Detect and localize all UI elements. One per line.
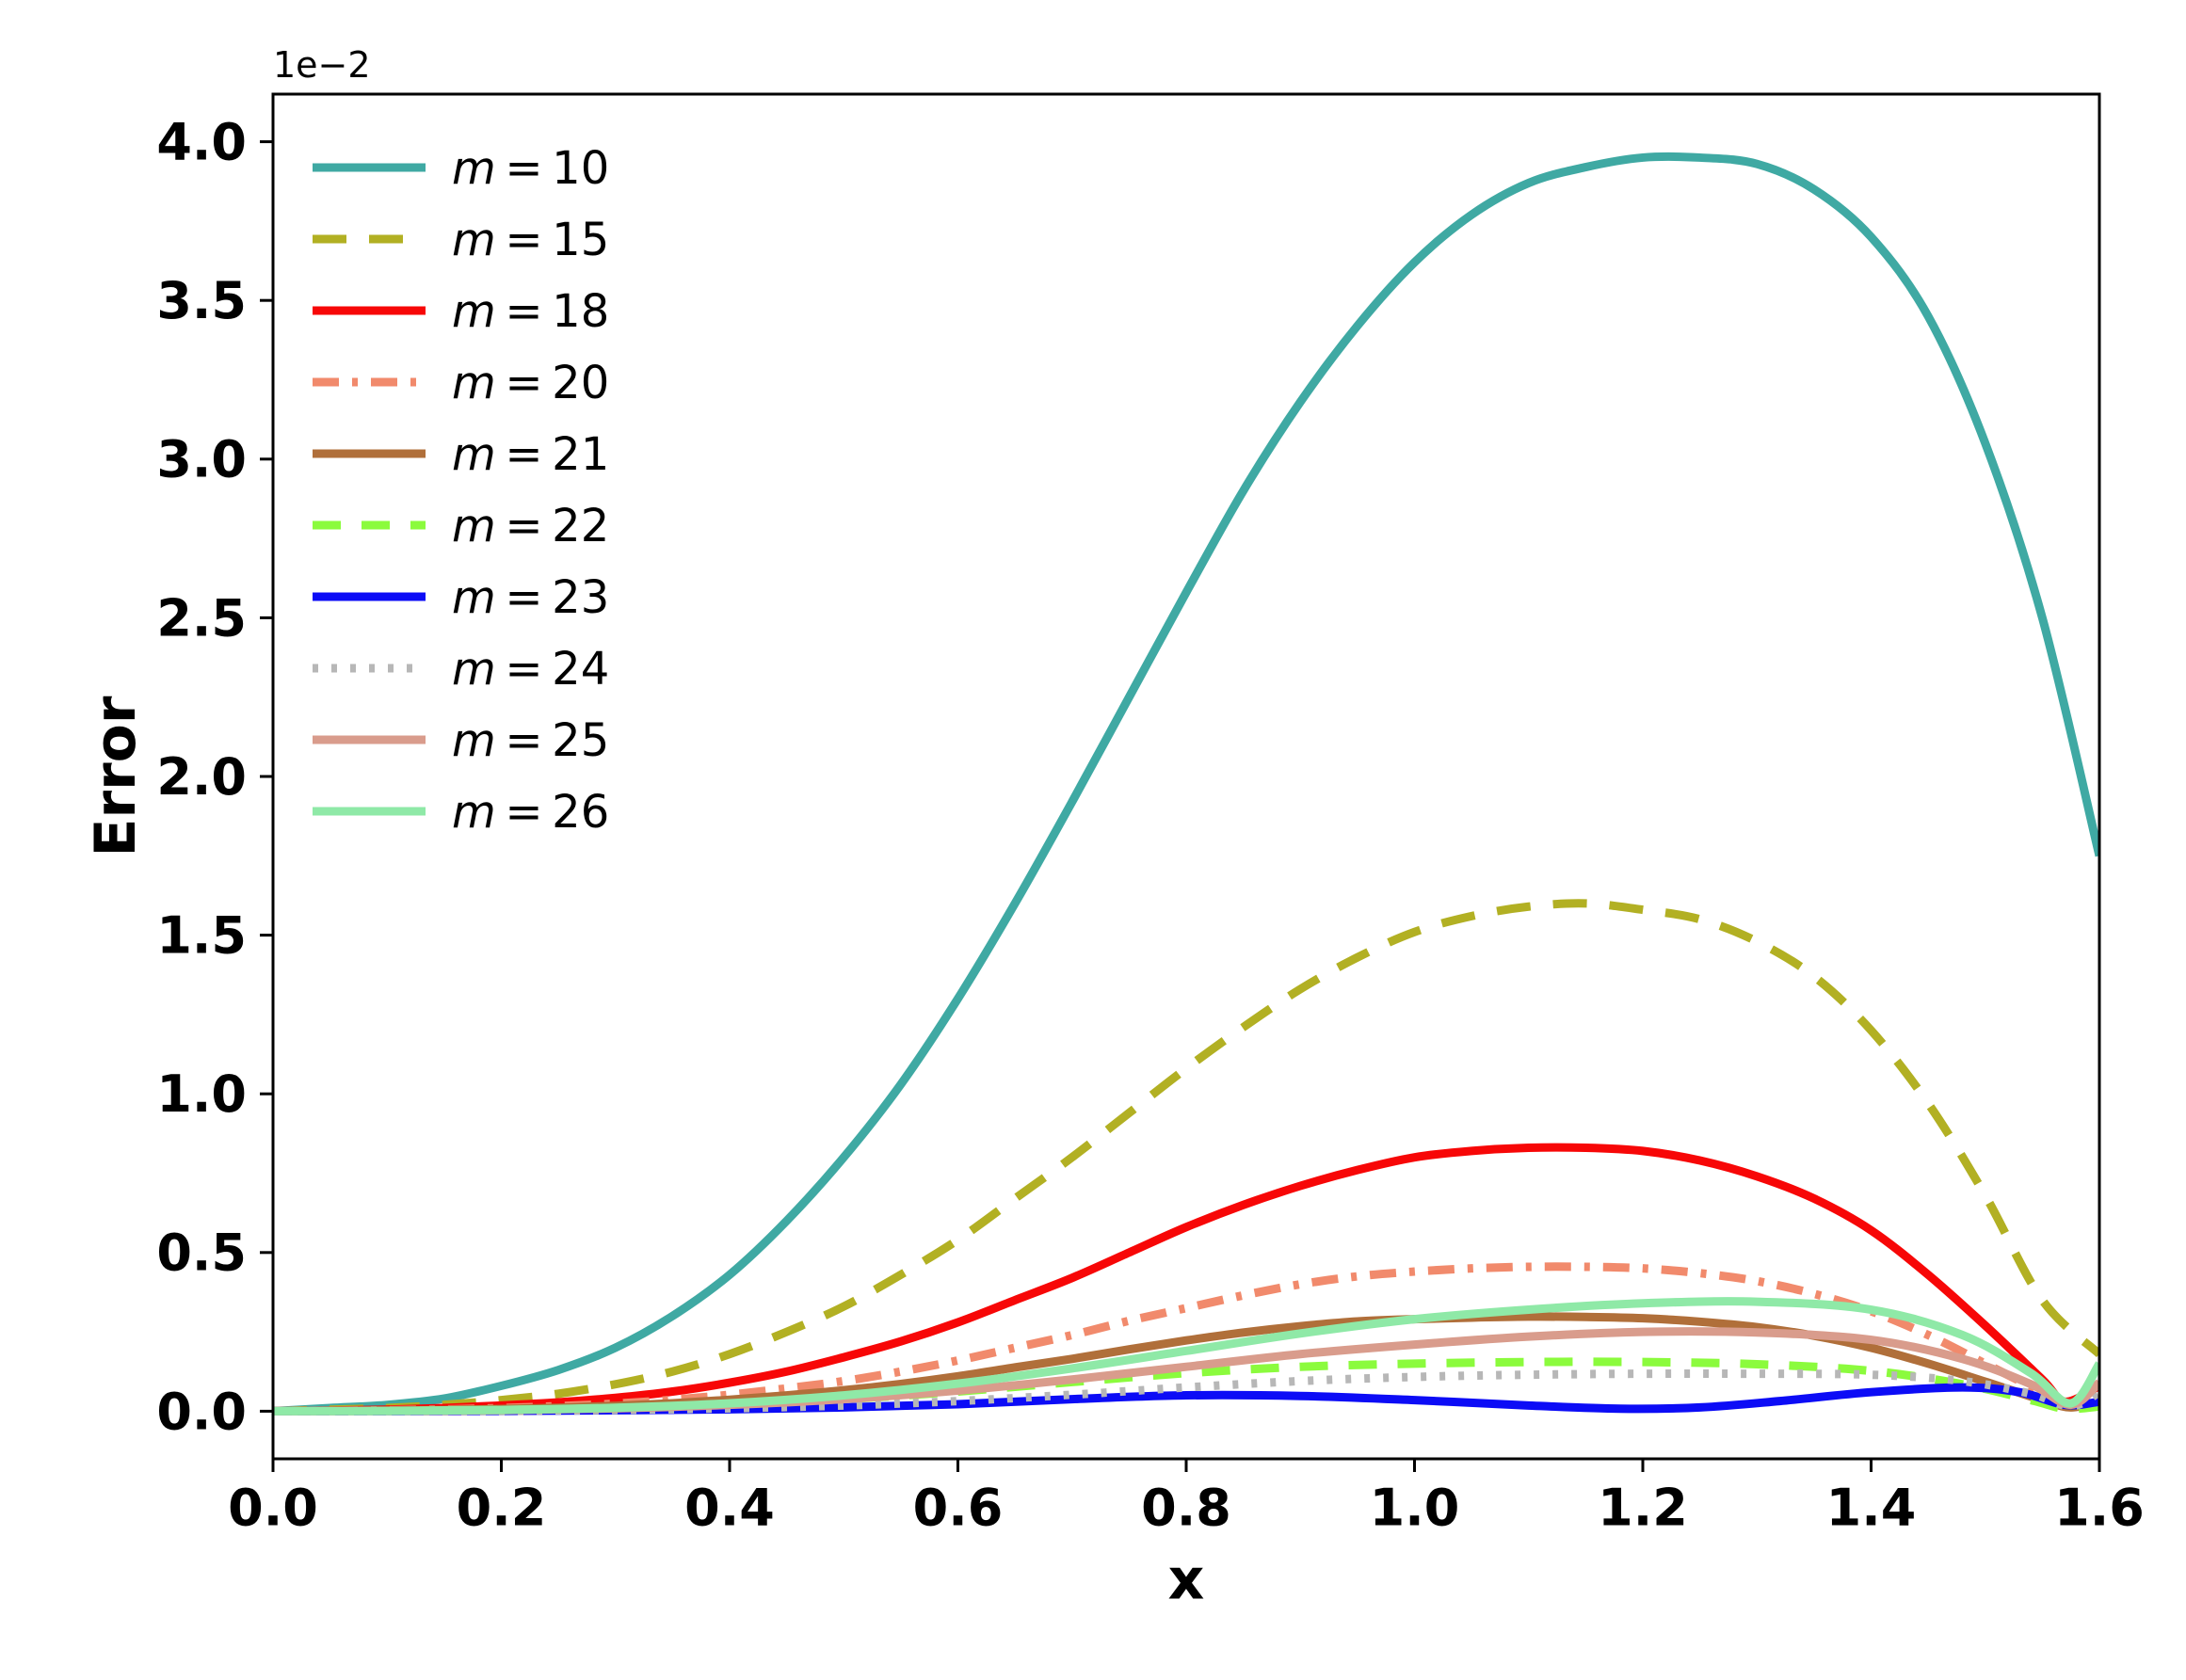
legend-label: m = 24 bbox=[452, 643, 609, 696]
x-tick-label: 1.2 bbox=[1598, 1479, 1688, 1538]
x-tick-label: 1.4 bbox=[1826, 1479, 1917, 1538]
y-axis-exponent: 1e−2 bbox=[273, 44, 371, 86]
legend-label: m = 25 bbox=[452, 714, 609, 767]
x-tick-label: 0.8 bbox=[1141, 1479, 1231, 1538]
y-tick-label: 0.0 bbox=[156, 1382, 247, 1441]
x-tick-label: 0.0 bbox=[228, 1479, 318, 1538]
x-tick-label: 1.0 bbox=[1370, 1479, 1460, 1538]
x-axis-label: x bbox=[1168, 1547, 1205, 1613]
legend-label: m = 20 bbox=[452, 357, 609, 409]
x-tick-label: 0.2 bbox=[457, 1479, 547, 1538]
x-tick-label: 0.4 bbox=[684, 1479, 775, 1538]
legend-label: m = 26 bbox=[452, 786, 609, 839]
legend-label: m = 15 bbox=[452, 214, 609, 266]
y-axis-label: Error bbox=[83, 696, 149, 856]
legend-label: m = 18 bbox=[452, 285, 609, 338]
x-tick-label: 0.6 bbox=[913, 1479, 1004, 1538]
chart-svg: 0.0 0.2 0.4 0.6 0.8 1.0 1.2 1.4 1.6 0.0 0.5 1.0 1.5 2… bbox=[0, 0, 2186, 1680]
legend-label: m = 22 bbox=[452, 500, 609, 552]
y-tick-label: 2.5 bbox=[156, 588, 247, 648]
y-tick-label: 2.0 bbox=[156, 747, 247, 807]
error-line-chart: 0.0 0.2 0.4 0.6 0.8 1.0 1.2 1.4 1.6 0.0 0.5 1.0 1.5 2… bbox=[0, 0, 2186, 1680]
y-tick-label: 4.0 bbox=[156, 112, 247, 171]
y-tick-label: 3.0 bbox=[156, 430, 247, 489]
x-tick-label: 1.6 bbox=[2054, 1479, 2145, 1538]
legend-label: m = 21 bbox=[452, 428, 609, 481]
y-tick-label: 1.5 bbox=[156, 906, 247, 966]
legend-label: m = 23 bbox=[452, 571, 609, 624]
y-tick-label: 3.5 bbox=[156, 271, 247, 330]
y-tick-label: 0.5 bbox=[156, 1224, 247, 1283]
y-tick-label: 1.0 bbox=[156, 1064, 247, 1124]
legend-label: m = 10 bbox=[452, 142, 609, 195]
